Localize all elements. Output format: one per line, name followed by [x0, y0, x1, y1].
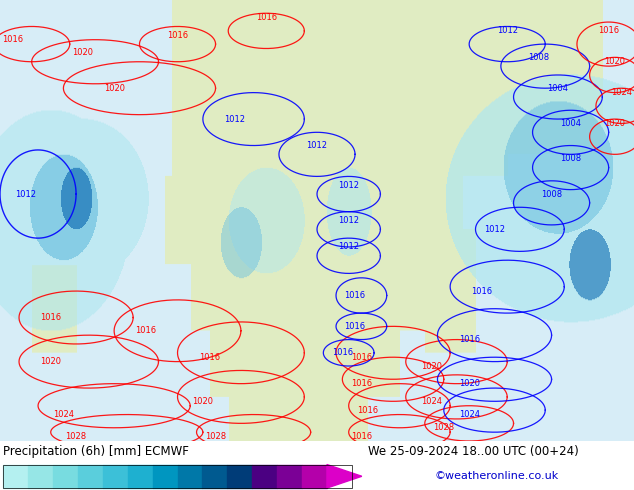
Text: 1020: 1020 — [458, 379, 480, 388]
Text: 1024: 1024 — [53, 410, 74, 419]
Bar — [53, 465, 78, 488]
Bar — [252, 465, 277, 488]
Text: 1028: 1028 — [433, 423, 455, 432]
Bar — [28, 465, 53, 488]
Bar — [3, 465, 352, 488]
Text: 1016: 1016 — [2, 35, 23, 44]
Bar — [277, 465, 302, 488]
Text: 1016: 1016 — [344, 291, 366, 300]
Text: 1012: 1012 — [338, 243, 359, 251]
Text: 1016: 1016 — [332, 348, 353, 357]
Text: 1008: 1008 — [560, 154, 581, 163]
Text: 1008: 1008 — [541, 190, 562, 198]
Text: 1020: 1020 — [72, 49, 93, 57]
Bar — [3, 465, 28, 488]
Text: 1008: 1008 — [528, 53, 550, 62]
Text: 1016: 1016 — [458, 335, 480, 344]
Text: 1016: 1016 — [167, 31, 188, 40]
Text: 1012: 1012 — [15, 190, 36, 198]
Text: 1020: 1020 — [604, 119, 626, 128]
Text: 1016: 1016 — [198, 353, 220, 362]
Bar — [78, 465, 103, 488]
Text: 1004: 1004 — [560, 119, 581, 128]
Bar — [202, 465, 228, 488]
Text: 1012: 1012 — [338, 181, 359, 190]
Text: 1016: 1016 — [256, 13, 277, 22]
Text: 1012: 1012 — [496, 26, 518, 35]
Text: 1016: 1016 — [357, 406, 378, 415]
Text: 1016: 1016 — [135, 326, 157, 335]
Text: 1004: 1004 — [547, 84, 569, 93]
Bar — [103, 465, 127, 488]
Text: 1012: 1012 — [338, 216, 359, 225]
Text: 1020: 1020 — [192, 397, 214, 406]
Text: 1016: 1016 — [344, 322, 366, 331]
Polygon shape — [327, 465, 362, 488]
Text: 1020: 1020 — [40, 357, 61, 366]
Text: ©weatheronline.co.uk: ©weatheronline.co.uk — [434, 471, 559, 481]
Text: 1016: 1016 — [40, 313, 61, 322]
Text: 1012: 1012 — [224, 115, 245, 123]
Bar — [302, 465, 327, 488]
Text: 1024: 1024 — [420, 397, 442, 406]
Text: 1016: 1016 — [471, 287, 493, 295]
Bar — [228, 465, 252, 488]
Text: We 25-09-2024 18..00 UTC (00+24): We 25-09-2024 18..00 UTC (00+24) — [368, 445, 578, 458]
Text: 1020: 1020 — [103, 84, 125, 93]
Text: 1024: 1024 — [611, 88, 632, 97]
Bar — [127, 465, 153, 488]
Text: 1024: 1024 — [458, 410, 480, 419]
Text: 1028: 1028 — [65, 432, 87, 441]
Text: 1016: 1016 — [351, 379, 372, 388]
Bar — [178, 465, 202, 488]
Text: 1020: 1020 — [604, 57, 626, 66]
Text: 1012: 1012 — [484, 225, 505, 234]
Text: 1016: 1016 — [351, 432, 372, 441]
Text: 1012: 1012 — [306, 141, 328, 150]
Text: 1016: 1016 — [351, 353, 372, 362]
Text: 1028: 1028 — [205, 432, 226, 441]
Text: 1016: 1016 — [598, 26, 619, 35]
Bar — [153, 465, 178, 488]
Text: Precipitation (6h) [mm] ECMWF: Precipitation (6h) [mm] ECMWF — [3, 445, 189, 458]
Text: 1020: 1020 — [420, 362, 442, 370]
